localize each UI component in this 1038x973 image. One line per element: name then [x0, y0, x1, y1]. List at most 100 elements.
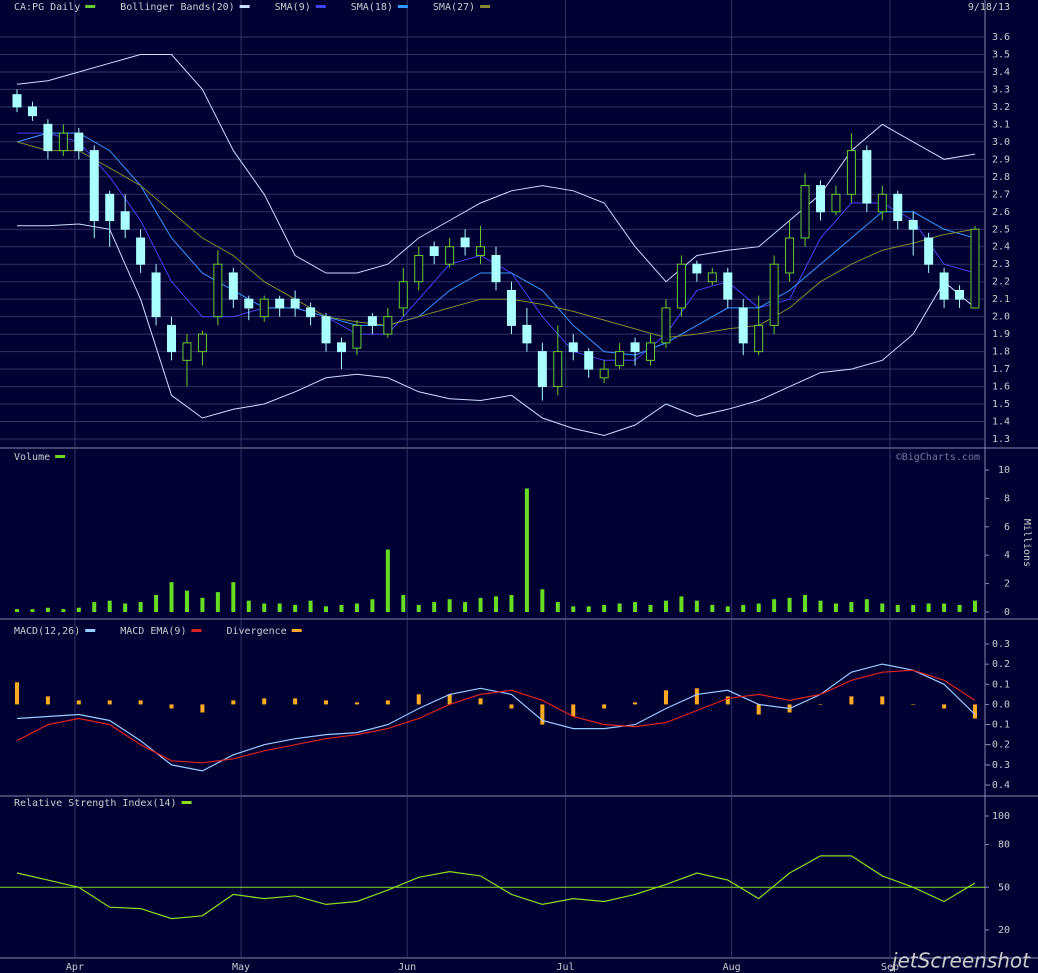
volume-bar	[169, 582, 174, 612]
y-tick-label: 3.1	[992, 119, 1010, 130]
candle-body	[908, 220, 918, 230]
x-tick-label: May	[232, 962, 250, 973]
volume-bar	[818, 600, 823, 612]
candle-body	[197, 333, 207, 353]
x-tick-label: Sep	[881, 962, 899, 973]
volume-bar	[880, 603, 885, 612]
volume-bar	[679, 596, 684, 612]
candle-body	[800, 185, 810, 239]
y-tick-label: 10	[998, 465, 1010, 476]
candle-body	[27, 106, 37, 117]
y-tick-label: 1.6	[992, 382, 1010, 393]
candle-body	[877, 193, 887, 213]
candle-body	[306, 307, 316, 318]
candle-body	[939, 272, 949, 300]
volume-bar	[30, 609, 35, 612]
chart-date: 9/18/13	[968, 2, 1010, 13]
volume-bar	[524, 488, 529, 612]
credit: ©BigCharts.com	[896, 452, 980, 463]
divergence-bar	[849, 696, 854, 705]
y-tick-label: 100	[992, 811, 1010, 822]
volume-bar	[895, 604, 900, 612]
candle-body	[676, 263, 686, 309]
y-tick-label: -0.2	[986, 740, 1010, 751]
volume-bar	[231, 582, 236, 612]
y-tick-label: 3.5	[992, 49, 1010, 60]
legend-label: MACD(12,26)	[14, 626, 80, 637]
volume-bar	[926, 603, 931, 612]
volume-bar	[463, 602, 468, 612]
y-tick-label: 1.3	[992, 434, 1010, 445]
y-tick-label: 3.0	[992, 137, 1010, 148]
candle-body	[522, 324, 532, 344]
volume-bar	[803, 594, 808, 612]
y-tick-label: 2.0	[992, 312, 1010, 323]
candle-body	[615, 351, 625, 367]
candle-body	[213, 263, 223, 318]
legend-label: Relative Strength Index(14)	[14, 798, 177, 809]
y-tick-label: 6	[1004, 522, 1010, 533]
x-tick-label: Aug	[723, 962, 741, 973]
divergence-bar	[663, 690, 668, 705]
candle-body	[244, 298, 254, 309]
candle-body	[445, 246, 455, 265]
divergence-bar	[818, 704, 823, 705]
y-tick-label: 8	[1004, 493, 1010, 504]
candle-body	[167, 324, 177, 353]
volume-bar	[293, 604, 298, 612]
divergence-bar	[138, 700, 143, 705]
volume-bar	[957, 604, 962, 612]
volume-bar	[973, 600, 977, 612]
candle-body	[259, 298, 269, 318]
volume-bar	[911, 604, 916, 612]
candle-body	[893, 193, 903, 222]
divergence-bar	[231, 700, 236, 705]
volume-bar	[370, 599, 375, 612]
y-tick-label: 2.9	[992, 154, 1010, 165]
legend-label: CA:PG Daily	[14, 2, 80, 13]
volume-bar	[354, 603, 359, 612]
y-tick-label: 2.3	[992, 259, 1010, 270]
candle-body	[105, 193, 115, 222]
volume-bar	[648, 604, 653, 612]
divergence-bar	[76, 700, 81, 705]
y-tick-label: -0.3	[986, 760, 1010, 771]
candle-body	[599, 368, 609, 379]
y-tick-label: -0.1	[986, 720, 1010, 731]
candle-body	[584, 351, 594, 370]
x-tick-label: Jul	[557, 962, 575, 973]
volume-bar	[617, 603, 622, 612]
divergence-bar	[509, 704, 514, 709]
volume-bar	[385, 549, 390, 612]
legend-swatch	[191, 629, 202, 632]
volume-bar	[633, 602, 638, 612]
divergence-bar	[200, 704, 205, 713]
divergence-bar	[633, 702, 638, 705]
y-tick-label: 3.2	[992, 102, 1010, 113]
volume-bar	[45, 607, 50, 612]
volume-bar	[15, 609, 19, 612]
candle-body	[398, 281, 408, 309]
volume-bar	[555, 602, 560, 612]
candle-body	[414, 254, 424, 283]
rsi-line	[16, 855, 976, 920]
y-tick-label: 2.7	[992, 189, 1010, 200]
volume-bar	[586, 606, 591, 612]
candle-body	[228, 272, 238, 300]
volume-bar	[509, 594, 514, 612]
band-line	[17, 223, 976, 437]
candle-body	[568, 342, 578, 353]
volume-bar	[107, 600, 112, 612]
divergence-bar	[107, 700, 112, 705]
y-tick-label: 2.4	[992, 242, 1010, 253]
candle-body	[754, 324, 764, 353]
divergence-bar	[169, 704, 174, 709]
candle-body	[290, 298, 300, 309]
volume-bar	[447, 599, 452, 612]
candle-body	[321, 316, 331, 344]
candle-body	[537, 351, 547, 388]
divergence-bar	[478, 698, 483, 705]
volume-bar	[215, 592, 220, 612]
volume-bar	[262, 603, 267, 612]
